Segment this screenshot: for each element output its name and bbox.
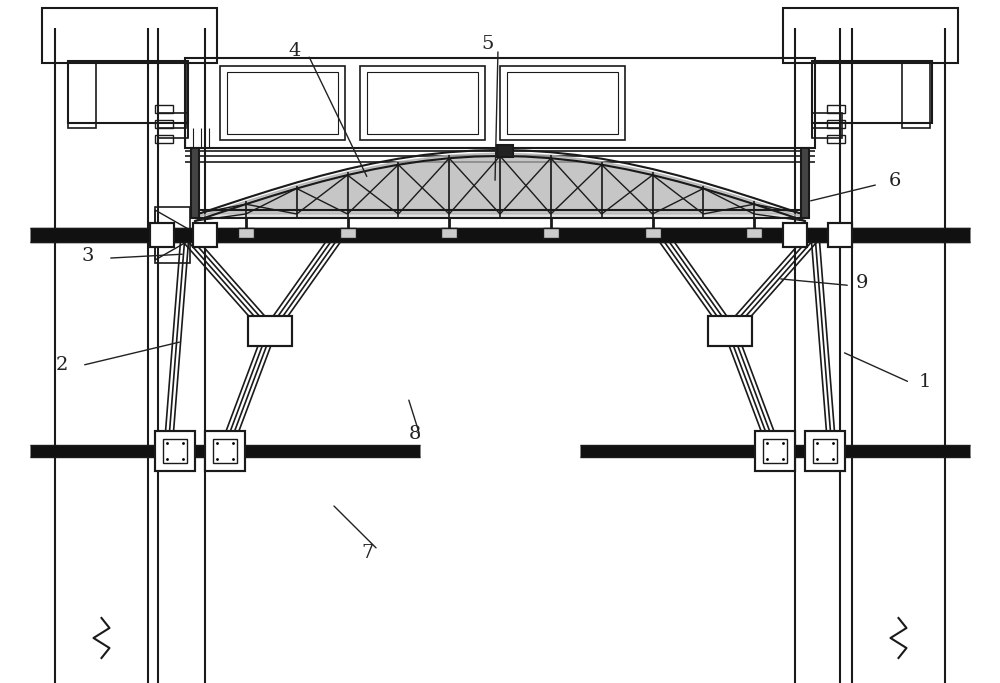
Polygon shape <box>246 186 297 214</box>
Polygon shape <box>602 162 652 214</box>
Bar <box>827 105 845 113</box>
Polygon shape <box>703 186 754 214</box>
Bar <box>783 223 807 247</box>
Bar <box>340 228 356 238</box>
Bar <box>185 58 815 148</box>
Text: 5: 5 <box>482 36 494 53</box>
Polygon shape <box>449 153 500 214</box>
Text: 8: 8 <box>409 425 421 443</box>
Text: 9: 9 <box>856 275 868 292</box>
Bar <box>205 431 245 471</box>
Polygon shape <box>348 162 398 214</box>
Bar <box>158 61 186 128</box>
Bar <box>812 61 932 123</box>
Polygon shape <box>500 153 551 214</box>
Bar <box>828 223 852 247</box>
Bar <box>708 316 752 346</box>
Text: 6: 6 <box>889 172 901 190</box>
Bar <box>191 148 199 218</box>
Polygon shape <box>195 201 246 218</box>
Bar <box>708 316 752 346</box>
Bar <box>220 66 345 140</box>
Bar <box>783 223 807 247</box>
Bar <box>644 228 660 238</box>
Bar <box>827 120 845 128</box>
Bar <box>163 439 187 463</box>
Polygon shape <box>652 172 703 214</box>
Bar <box>193 223 217 247</box>
Polygon shape <box>754 201 805 218</box>
Bar <box>746 228 762 238</box>
Bar <box>805 431 845 471</box>
Bar <box>155 431 195 471</box>
Bar <box>360 66 485 140</box>
Bar <box>755 431 795 471</box>
Bar <box>783 8 958 63</box>
Bar <box>42 8 217 63</box>
Bar <box>812 61 840 128</box>
Bar <box>805 431 845 471</box>
Bar <box>367 72 478 134</box>
Bar <box>813 439 837 463</box>
Bar <box>902 61 930 128</box>
Bar <box>155 105 173 113</box>
Bar <box>248 316 292 346</box>
Polygon shape <box>398 155 449 214</box>
Polygon shape <box>297 172 348 214</box>
Bar <box>507 72 618 134</box>
Bar <box>158 113 188 138</box>
Bar <box>155 135 173 143</box>
Bar <box>827 135 845 143</box>
Bar <box>441 228 457 238</box>
Bar <box>763 439 787 463</box>
Text: 7: 7 <box>362 544 374 562</box>
Bar <box>68 61 96 128</box>
Bar <box>193 223 217 247</box>
Bar <box>497 145 513 157</box>
Bar <box>150 223 174 247</box>
Bar <box>500 66 625 140</box>
Text: 2: 2 <box>56 357 68 374</box>
Bar <box>68 61 188 123</box>
Bar <box>227 72 338 134</box>
Polygon shape <box>195 153 805 218</box>
Polygon shape <box>551 155 602 214</box>
Bar <box>755 431 795 471</box>
Text: 3: 3 <box>82 247 94 265</box>
Bar <box>155 120 173 128</box>
Bar <box>543 228 559 238</box>
Bar <box>150 223 174 247</box>
Bar <box>205 431 245 471</box>
Text: 1: 1 <box>919 374 931 391</box>
Bar <box>812 113 842 138</box>
Bar <box>248 316 292 346</box>
Bar <box>155 431 195 471</box>
Text: 4: 4 <box>289 42 301 60</box>
Bar <box>155 207 190 263</box>
Bar <box>828 223 852 247</box>
Bar <box>213 439 237 463</box>
Bar <box>801 148 809 218</box>
Bar <box>238 228 254 238</box>
